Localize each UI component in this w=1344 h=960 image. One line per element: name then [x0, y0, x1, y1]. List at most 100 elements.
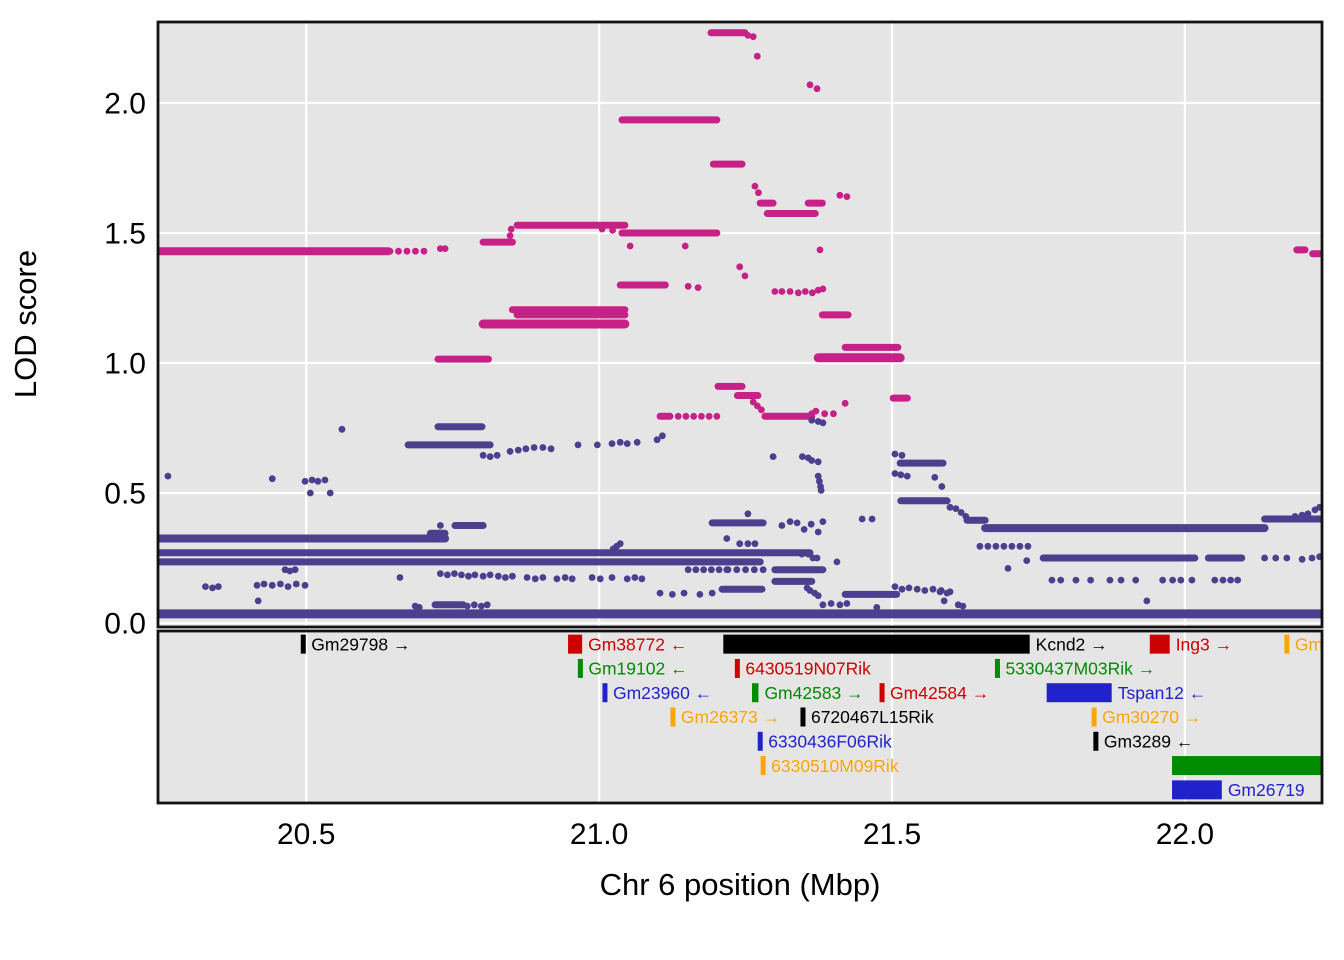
y-tick-label: 0.5	[104, 478, 146, 511]
scatter-point	[696, 591, 704, 598]
gene-label: Gm42584 →	[890, 683, 989, 703]
scatter-point	[1219, 576, 1227, 584]
scatter-point	[1072, 576, 1080, 584]
gene-tick-6330510M09Rik	[760, 756, 766, 776]
scatter-point	[1177, 576, 1185, 584]
scatter-point	[680, 589, 688, 597]
scatter-segment-dot	[742, 566, 749, 574]
scatter-point	[653, 436, 661, 444]
scatter-point	[284, 583, 292, 590]
gene-label: 5330437M03Rik →	[1005, 659, 1155, 679]
scatter-point	[609, 227, 616, 234]
scatter-point	[338, 425, 346, 433]
scatter-point	[938, 483, 946, 490]
scatter-points-layer	[159, 29, 1321, 619]
scatter-point	[858, 515, 866, 523]
scatter-point	[744, 540, 752, 548]
scatter-point	[684, 282, 692, 290]
panel-borders	[156, 20, 1324, 805]
gene-tick-Gm42584	[879, 683, 885, 703]
gene-tick-5330437M03Rik	[994, 658, 1000, 678]
x-tick-label: 22.0	[1156, 818, 1214, 851]
scatter-point	[668, 591, 676, 598]
scatter-point	[786, 288, 794, 295]
gene-label: Gm23960 ←	[613, 683, 712, 703]
scatter-point	[523, 574, 531, 581]
scatter-point	[1272, 554, 1280, 562]
gene-tick-Gm26373	[670, 707, 676, 727]
scatter-point	[260, 580, 268, 588]
scatter-point	[833, 558, 841, 566]
scatter-segment-dot	[1000, 542, 1008, 550]
gene-label: 6430519N07Rik	[745, 659, 871, 679]
scatter-segment-dot	[976, 542, 984, 550]
scatter-point	[813, 85, 821, 93]
scatter-segment-dot	[1008, 542, 1016, 550]
scatter-point	[814, 528, 822, 536]
scatter-point	[530, 444, 538, 451]
scatter-point	[749, 33, 757, 41]
scatter-point	[568, 575, 576, 583]
scatter-point	[656, 589, 664, 597]
gene-tick-Gm3289	[1093, 731, 1099, 751]
scatter-point	[493, 451, 501, 459]
gene-body-Gm38772	[568, 634, 583, 654]
scatter-point	[321, 476, 329, 484]
scatter-point	[946, 503, 954, 511]
scatter-segment-dot	[759, 566, 767, 574]
gene-label: 6330436F06Rik	[768, 731, 892, 751]
scatter-point	[470, 601, 478, 609]
scatter-point	[596, 575, 604, 583]
scatter-point	[1169, 576, 1177, 584]
scatter-point	[1159, 576, 1167, 584]
scatter-point	[588, 574, 596, 581]
scatter-point	[209, 584, 216, 592]
scatter-point	[940, 597, 948, 605]
gene-tick-6720467L15Rik	[800, 707, 806, 727]
scatter-point	[479, 451, 487, 459]
x-tick-label: 21.5	[863, 818, 921, 851]
scatter-point	[905, 584, 913, 592]
scatter-segment-dot	[697, 412, 705, 420]
scatter-point	[1308, 554, 1316, 562]
gene-body-unnamed	[1172, 756, 1321, 776]
scatter-point	[751, 540, 759, 548]
scatter-point	[202, 583, 209, 590]
gene-label: Gm26719	[1228, 780, 1305, 800]
scatter-point	[815, 477, 823, 485]
scatter-point	[539, 444, 547, 451]
x-axis-title: Chr 6 position (Mbp)	[600, 867, 881, 902]
gene-label: Kcnd2 →	[1036, 634, 1108, 654]
scatter-point	[509, 572, 516, 580]
lod-panel-border	[156, 20, 1324, 629]
gene-label: Gm42583 →	[764, 683, 863, 703]
scatter-segment-dot	[707, 566, 715, 574]
scatter-point	[936, 588, 944, 596]
scatter-point	[836, 191, 844, 199]
gene-body-Ing3	[1149, 634, 1170, 654]
scatter-segment-dot	[674, 412, 682, 420]
scatter-point	[751, 182, 759, 190]
scatter-point	[830, 410, 837, 418]
y-tick-label: 0.0	[104, 608, 146, 641]
scatter-point	[214, 583, 222, 590]
scatter-point	[436, 570, 444, 577]
scatter-point	[306, 489, 314, 497]
scatter-point	[483, 601, 491, 609]
scatter-segment-dot	[984, 542, 992, 550]
gene-body-Gm26719	[1172, 780, 1222, 800]
scatter-point	[898, 451, 906, 459]
scatter-point	[741, 272, 749, 280]
scatter-point	[547, 445, 555, 453]
scatter-segment-dot	[386, 247, 394, 255]
scatter-point	[574, 441, 582, 449]
scatter-point	[873, 604, 881, 611]
gene-label: Tspan12 ←	[1118, 683, 1207, 703]
gene-label: Gm	[1295, 634, 1323, 654]
scatter-point	[819, 285, 827, 293]
scatter-point	[1117, 576, 1125, 584]
scatter-segment-dot	[403, 247, 411, 255]
scatter-point	[808, 289, 816, 297]
scatter-point	[771, 288, 779, 295]
gene-tick-Gm19102	[577, 658, 583, 678]
